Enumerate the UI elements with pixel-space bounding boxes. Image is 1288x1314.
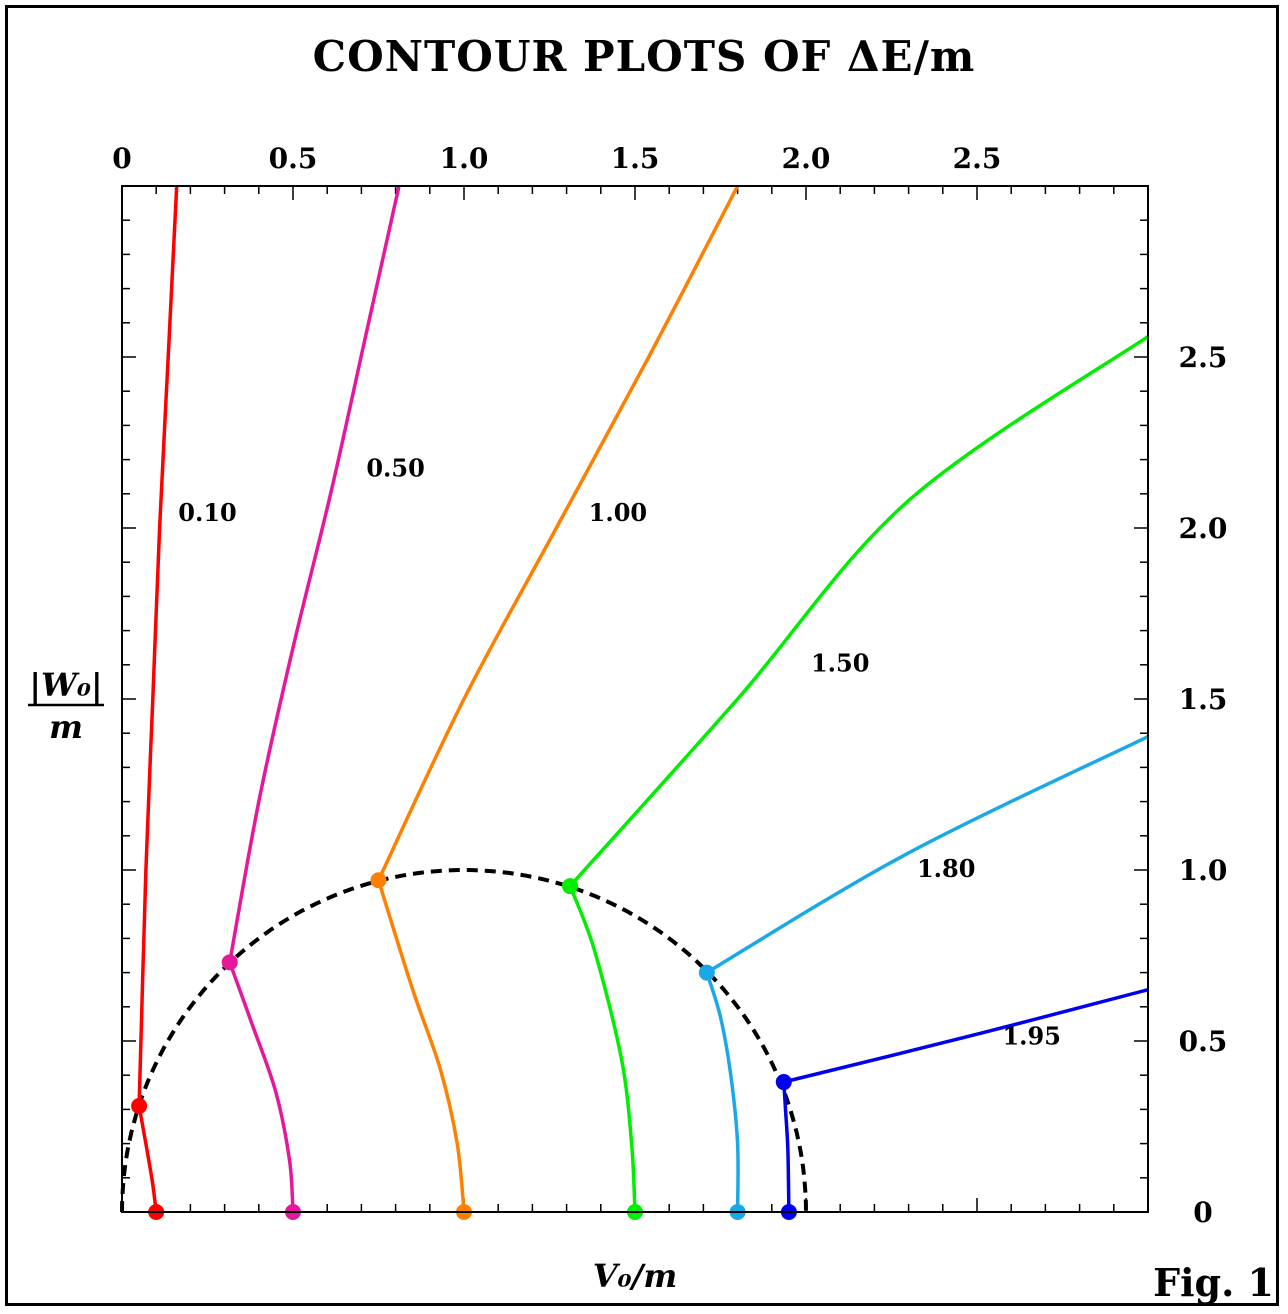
y-axis-label-numerator: |W₀|: [29, 666, 102, 704]
labels-layer: 0 0.5 1.0 1.5 2.0 2.5 0 0.5 1.0 1.5 2.0 2.5 0.10 0.50…: [112, 142, 1227, 1229]
contour-0-50-inner-line: [228, 961, 295, 1213]
contour-1-80-inner-line: [705, 972, 740, 1213]
boundary-semicircle: [120, 867, 808, 1213]
x-tick-label: 2.5: [953, 142, 1002, 175]
figure-frame: [5, 5, 1279, 1306]
x-tick-label: 0.5: [269, 142, 318, 175]
y-tick-label: 0: [1193, 1196, 1212, 1229]
contour-1-50-boundary-point: [562, 878, 579, 895]
contour-1-00-inner-line: [376, 879, 466, 1213]
x-tick-label: 0: [112, 142, 131, 175]
y-axis-label-denominator: m: [49, 708, 83, 746]
contour-1-95-boundary-point: [775, 1074, 792, 1091]
x-axis-label: V₀/m: [593, 1257, 677, 1295]
contour-0-10-boundary-point: [131, 1097, 148, 1114]
contour-0-50-boundary-point: [221, 954, 238, 971]
contour-1-95-inner-line: [782, 1081, 791, 1213]
contour-1-95-outer-line: [783, 988, 1149, 1084]
ticks-layer: [122, 186, 1148, 1212]
contour-0-50-label: 0.50: [366, 454, 424, 483]
curves-layer: [120, 185, 1149, 1213]
y-tick-label: 1.5: [1179, 683, 1228, 716]
contour-1-95-label: 1.95: [1002, 1021, 1060, 1050]
contour-1-50-label: 1.50: [811, 649, 869, 678]
contour-1-00-label: 1.00: [589, 498, 647, 527]
plot-area: [121, 185, 1149, 1213]
y-tick-label: 2.0: [1179, 512, 1228, 545]
contour-0-10-inner-line: [137, 1105, 158, 1213]
contour-1-80-boundary-point: [698, 964, 715, 981]
contour-1-00-outer-line: [376, 185, 740, 882]
contour-0-10-label: 0.10: [178, 498, 236, 527]
contour-1-80-outer-line: [705, 735, 1149, 975]
chart-title: CONTOUR PLOTS OF ΔE/m: [312, 32, 976, 81]
contour-0-10-outer-line: [137, 185, 179, 1107]
contour-1-50-inner-line: [568, 885, 637, 1213]
contour-0-50-outer-line: [227, 185, 401, 963]
figure-label: Fig. 1: [1153, 1260, 1274, 1305]
x-tick-label: 1.5: [611, 142, 660, 175]
y-tick-label: 2.5: [1179, 341, 1228, 374]
contour-1-80-label: 1.80: [917, 854, 975, 883]
x-tick-label: 2.0: [782, 142, 831, 175]
contour-1-00-boundary-point: [370, 872, 387, 889]
y-tick-label: 0.5: [1179, 1025, 1228, 1058]
points-layer: [131, 872, 797, 1220]
contour-1-50-outer-line: [568, 335, 1149, 888]
x-tick-label: 1.0: [440, 142, 489, 175]
y-tick-label: 1.0: [1179, 854, 1228, 887]
